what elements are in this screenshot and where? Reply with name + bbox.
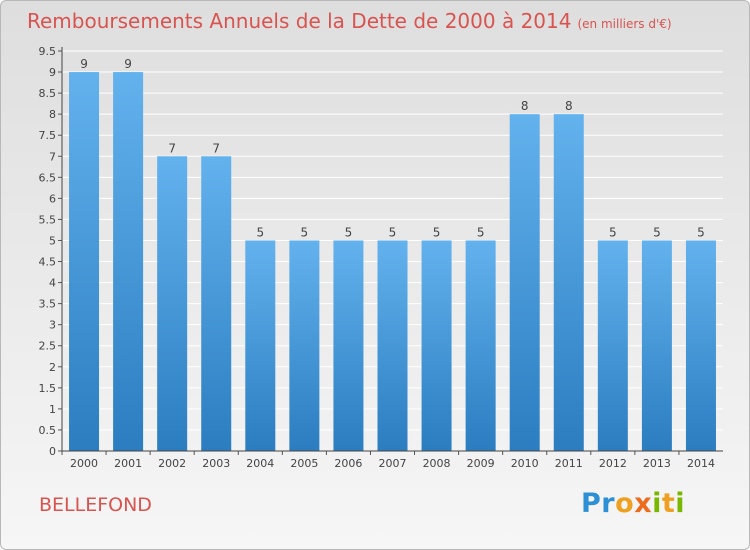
data-label: 5 bbox=[653, 225, 661, 239]
x-tick-label: 2000 bbox=[70, 457, 98, 470]
bar-2002 bbox=[157, 156, 188, 451]
data-label: 7 bbox=[212, 141, 220, 155]
y-tick-label: 8.5 bbox=[39, 87, 57, 100]
chart-subtitle: (en milliers d'€) bbox=[577, 17, 672, 31]
bar-2009 bbox=[465, 240, 496, 451]
data-label: 9 bbox=[124, 57, 132, 71]
proxiti-logo: Proxiti bbox=[581, 488, 685, 519]
y-tick-label: 1 bbox=[49, 403, 56, 416]
x-tick-label: 2002 bbox=[158, 457, 186, 470]
y-tick-label: 2 bbox=[49, 361, 56, 374]
y-tick-label: 6 bbox=[49, 192, 56, 205]
data-label: 9 bbox=[80, 57, 88, 71]
bar-2000 bbox=[69, 72, 100, 451]
bar-2008 bbox=[421, 240, 452, 451]
x-tick-label: 2009 bbox=[467, 457, 495, 470]
y-tick-label: 2.5 bbox=[39, 340, 57, 353]
x-tick-label: 2003 bbox=[202, 457, 230, 470]
bar-2004 bbox=[245, 240, 276, 451]
commune-name: BELLEFOND bbox=[39, 494, 152, 516]
data-label: 5 bbox=[345, 225, 353, 239]
y-tick-label: 5.5 bbox=[39, 213, 57, 226]
x-tick-label: 2013 bbox=[643, 457, 671, 470]
y-tick-label: 3 bbox=[49, 319, 56, 332]
logo-letter: t bbox=[661, 488, 676, 519]
bar-2006 bbox=[333, 240, 364, 451]
data-label: 5 bbox=[697, 225, 705, 239]
bar-2005 bbox=[289, 240, 320, 451]
data-label: 8 bbox=[565, 99, 573, 113]
bar-2014 bbox=[685, 240, 716, 451]
bar-2012 bbox=[597, 240, 628, 451]
x-tick-label: 2011 bbox=[555, 457, 583, 470]
logo-letter: i bbox=[675, 488, 686, 519]
logo-letter: P bbox=[581, 488, 602, 519]
data-label: 5 bbox=[389, 225, 397, 239]
chart-title: Remboursements Annuels de la Dette de 20… bbox=[27, 9, 672, 33]
y-tick-label: 0 bbox=[49, 445, 56, 458]
data-label: 5 bbox=[301, 225, 309, 239]
data-label: 5 bbox=[477, 225, 485, 239]
y-tick-label: 4 bbox=[49, 277, 56, 290]
x-tick-label: 2004 bbox=[246, 457, 274, 470]
y-tick-label: 7.5 bbox=[39, 129, 57, 142]
logo-letter: r bbox=[601, 488, 616, 519]
x-tick-label: 2007 bbox=[379, 457, 407, 470]
data-label: 8 bbox=[521, 99, 529, 113]
x-tick-label: 2006 bbox=[334, 457, 362, 470]
x-tick-label: 2010 bbox=[511, 457, 539, 470]
x-tick-label: 2012 bbox=[599, 457, 627, 470]
bar-2007 bbox=[377, 240, 408, 451]
bar-2010 bbox=[509, 114, 540, 451]
title-text: Remboursements Annuels de la Dette de 20… bbox=[27, 9, 572, 33]
y-tick-label: 0.5 bbox=[39, 424, 57, 437]
axes bbox=[58, 47, 723, 455]
x-tick-label: 2008 bbox=[423, 457, 451, 470]
data-label: 5 bbox=[609, 225, 617, 239]
data-label: 5 bbox=[433, 225, 441, 239]
x-tick-label: 2005 bbox=[290, 457, 318, 470]
bar-2003 bbox=[201, 156, 232, 451]
bar-2011 bbox=[553, 114, 584, 451]
y-tick-label: 3.5 bbox=[39, 298, 57, 311]
y-tick-label: 8 bbox=[49, 108, 56, 121]
y-tick-label: 7 bbox=[49, 150, 56, 163]
y-tick-label: 6.5 bbox=[39, 171, 57, 184]
data-label: 7 bbox=[168, 141, 176, 155]
logo-letter: o bbox=[615, 488, 635, 519]
bar-2001 bbox=[113, 72, 144, 451]
logo-letter: i bbox=[652, 488, 662, 519]
bars bbox=[69, 72, 716, 451]
bar-2013 bbox=[641, 240, 672, 451]
labels: 0 0.5 1 1.5 2 2.5 3 3.5 4 4.5 5 5.5 6 6.5 7 7.5 8 8.5 9 9.5… bbox=[39, 45, 715, 470]
y-tick-label: 5 bbox=[49, 234, 56, 247]
x-tick-label: 2001 bbox=[114, 457, 142, 470]
data-label: 5 bbox=[256, 225, 264, 239]
y-tick-label: 9 bbox=[49, 66, 56, 79]
logo-letter: x bbox=[634, 488, 653, 519]
x-tick-label: 2014 bbox=[687, 457, 715, 470]
y-tick-label: 4.5 bbox=[39, 256, 57, 269]
y-tick-label: 9.5 bbox=[39, 45, 57, 58]
y-tick-label: 1.5 bbox=[39, 382, 57, 395]
